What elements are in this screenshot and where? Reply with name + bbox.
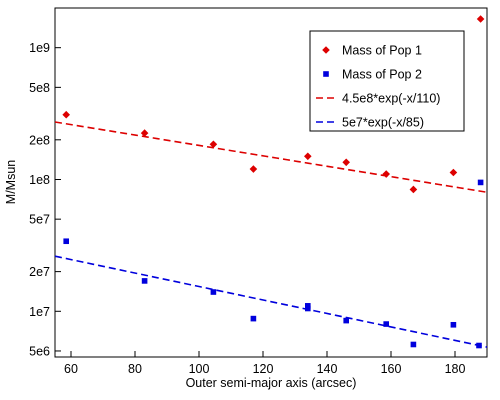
- data-point-square: [410, 341, 417, 348]
- data-point-diamond: [409, 185, 418, 194]
- data-point-square: [305, 303, 311, 309]
- data-point-square: [250, 315, 257, 322]
- fit-line-2: [54, 121, 488, 194]
- data-point-diamond: [476, 15, 485, 23]
- y-tick-label: 1e7: [29, 305, 50, 319]
- y-axis: 5e6 1e7 2e7 5e7 1e8 2e8 5e8 1e9: [29, 41, 61, 358]
- y-tick-label: 5e8: [29, 81, 50, 95]
- fit-lines: [54, 121, 488, 348]
- legend-box: [309, 30, 465, 132]
- y-tick-label: 1e9: [29, 41, 50, 55]
- data-point-square: [343, 317, 349, 324]
- legend-marker-swatch: [323, 71, 329, 77]
- legend-marker-swatch: [322, 46, 330, 54]
- x-tick-label: 100: [189, 362, 210, 376]
- x-tick-label: 60: [64, 362, 78, 376]
- y-tick-label: 2e7: [29, 265, 50, 279]
- fit-line-3: [54, 255, 488, 348]
- x-axis-label: Outer semi-major axis (arcsec): [186, 376, 357, 390]
- data-point-diamond: [62, 110, 70, 119]
- data-point-square: [210, 289, 217, 295]
- x-tick-label: 140: [317, 362, 338, 376]
- x-tick-label: 120: [253, 362, 274, 376]
- data-point-square: [477, 179, 484, 186]
- legend-entry-label: 5e7*exp(-x/85): [342, 116, 424, 130]
- data-point-diamond: [140, 129, 149, 137]
- y-tick-label: 1e8: [29, 173, 50, 187]
- data-point-diamond: [304, 152, 312, 161]
- legend-entry-label: 4.5e8*exp(-x/110): [342, 92, 440, 106]
- data-point-square: [383, 321, 389, 327]
- data-point-diamond: [449, 168, 458, 177]
- legend-entry-label: Mass of Pop 2: [342, 68, 422, 82]
- x-axis: 60 80 100 120 140 160 180: [64, 351, 465, 376]
- y-axis-label: M/Msun: [4, 160, 18, 205]
- data-point-diamond: [342, 158, 350, 167]
- y-tick-label: 5e7: [29, 213, 50, 227]
- data-point-square: [450, 321, 457, 328]
- data-point-diamond: [382, 170, 390, 178]
- data-point-square: [141, 278, 148, 284]
- legend-entry-label: Mass of Pop 1: [342, 44, 422, 58]
- data-markers: [62, 15, 485, 349]
- data-point-square: [63, 238, 69, 245]
- legend: Mass of Pop 1 Mass of Pop 2 4.5e8*exp(-x/1…: [309, 30, 465, 132]
- x-tick-label: 160: [381, 362, 402, 376]
- x-tick-label: 80: [128, 362, 142, 376]
- x-tick-label: 180: [445, 362, 466, 376]
- data-point-square: [476, 342, 482, 349]
- y-tick-label: 5e6: [29, 344, 50, 358]
- data-point-diamond: [209, 140, 218, 149]
- y-tick-label: 2e8: [29, 133, 50, 147]
- data-point-diamond: [249, 165, 258, 173]
